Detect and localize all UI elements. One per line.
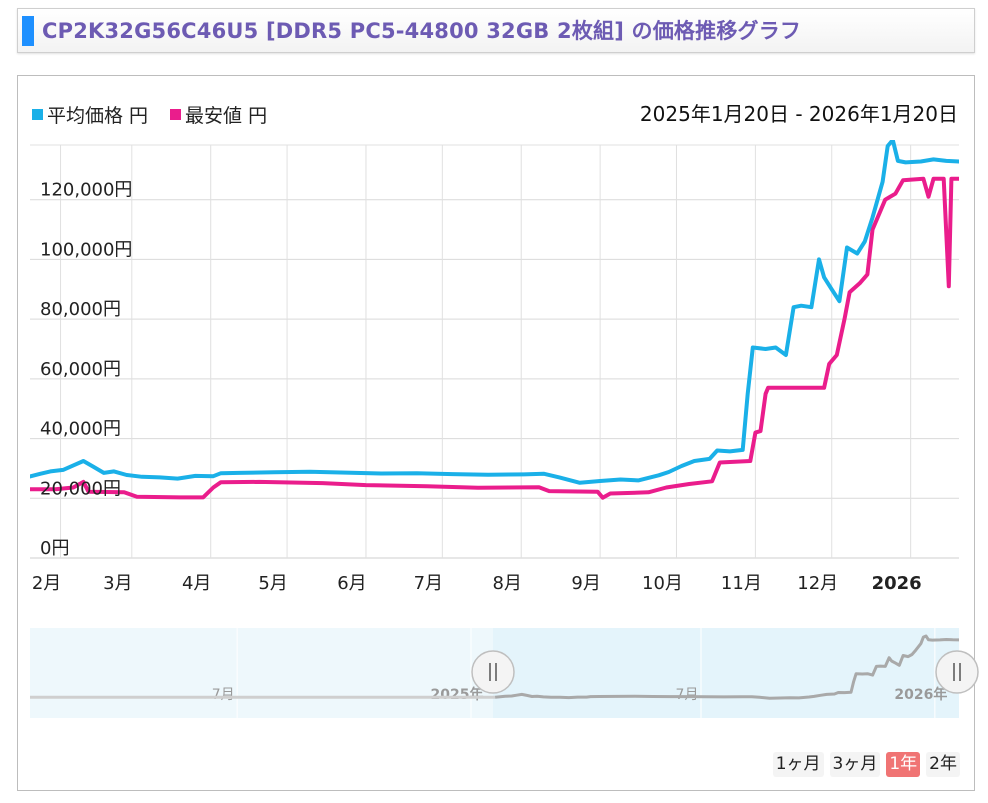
- y-tick-label: 0円: [40, 538, 69, 559]
- navigator-handle-left[interactable]: [471, 650, 515, 694]
- legend-swatch-average: [32, 108, 43, 120]
- y-tick-label: 40,000円: [40, 419, 121, 440]
- navigator-handle-right[interactable]: [935, 650, 979, 694]
- y-tick-label: 100,000円: [40, 239, 132, 260]
- y-tick-label: 80,000円: [40, 299, 121, 320]
- grid-lines: [30, 144, 959, 559]
- navigator-handle-left-circle[interactable]: [471, 650, 515, 694]
- x-tick-label: 7月: [414, 573, 443, 594]
- navigator-label: 2025年: [431, 686, 484, 703]
- title-bar: CP2K32G56C46U5 [DDR5 PC5-44800 32GB 2枚組]…: [17, 8, 975, 53]
- navigator-label: 7月: [676, 687, 699, 703]
- x-axis-labels: 2月 3月 4月 5月 6月 7月 8月 9月 10月 11月 12月 2026: [32, 573, 922, 594]
- range-button-3-months[interactable]: 3ヶ月: [829, 752, 881, 777]
- range-button-2-years[interactable]: 2年: [926, 752, 960, 777]
- x-tick-label: 11月: [721, 573, 762, 594]
- navigator-selected-range[interactable]: [493, 628, 959, 718]
- x-tick-label: 3月: [103, 573, 132, 594]
- navigator-label: 2026年: [894, 686, 947, 703]
- x-tick-label: 9月: [571, 573, 600, 594]
- range-selector: 1ヶ月 3ヶ月 1年 2年: [772, 752, 960, 777]
- range-button-1-month[interactable]: 1ヶ月: [772, 752, 824, 777]
- navigator-line: [494, 634, 959, 700]
- x-tick-label: 10月: [642, 573, 683, 594]
- x-tick-label: 12月: [797, 573, 838, 594]
- y-tick-label: 120,000円: [40, 180, 132, 201]
- range-navigator[interactable]: 7月 2025年 7月 2026年: [30, 628, 979, 718]
- y-axis-labels: 0円 20,000円 40,000円 60,000円 80,000円 100,000円 12…: [40, 180, 132, 559]
- series-line-average: [30, 140, 959, 485]
- date-range-label: 2025年1月20日 - 2026年1月20日: [639, 102, 958, 126]
- legend-label-lowest: 最安値 円: [185, 104, 268, 127]
- x-tick-label: 8月: [492, 573, 521, 594]
- legend-item-average[interactable]: 平均価格 円: [32, 101, 148, 128]
- x-tick-label: 5月: [258, 573, 287, 594]
- y-tick-label: 60,000円: [40, 359, 121, 380]
- legend-label-average: 平均価格 円: [47, 104, 149, 127]
- x-tick-label: 2026: [872, 573, 922, 594]
- series-line-lowest: [30, 176, 959, 500]
- navigator-label: 7月: [212, 687, 235, 703]
- chart-legend: 平均価格 円 最安値 円: [32, 101, 267, 127]
- y-tick-label: 20,000円: [40, 478, 121, 499]
- legend-item-lowest[interactable]: 最安値 円: [170, 101, 267, 128]
- title-accent-bar: [22, 16, 34, 46]
- navigator-handle-right-circle[interactable]: [935, 650, 979, 694]
- navigator-series: [30, 634, 959, 700]
- series-lines: [30, 140, 959, 500]
- page-title: CP2K32G56C46U5 [DDR5 PC5-44800 32GB 2枚組]…: [42, 19, 802, 43]
- legend-swatch-lowest: [170, 108, 182, 120]
- x-tick-label: 4月: [182, 573, 211, 594]
- x-tick-label: 2月: [32, 573, 61, 594]
- range-button-1-year[interactable]: 1年: [886, 752, 921, 777]
- x-tick-label: 6月: [337, 573, 366, 594]
